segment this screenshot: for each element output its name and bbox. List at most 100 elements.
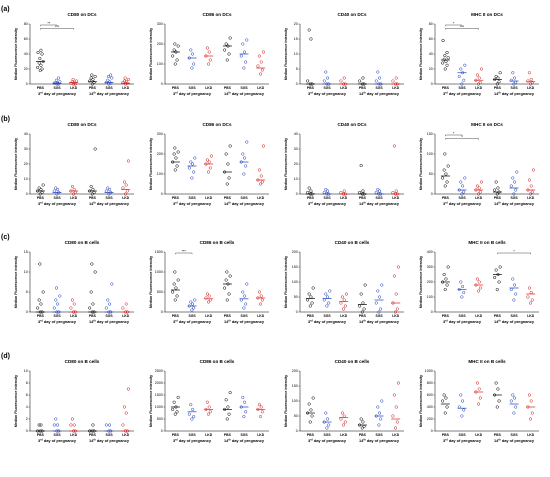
data-point (528, 192, 533, 196)
data-point (442, 393, 446, 397)
data-point (260, 410, 264, 414)
y-tick-label: 40 (24, 52, 28, 56)
data-point (495, 192, 499, 196)
panel: CD86 on B cells Median Fluorescence inten… (149, 240, 269, 324)
y-tick-label: 200 (157, 42, 163, 46)
data-point (245, 282, 249, 286)
data-point (226, 405, 230, 409)
y-axis-label: Median Fluorescence intensity (284, 28, 288, 80)
data-point (378, 411, 382, 415)
data-point (376, 70, 380, 74)
data-point (70, 184, 74, 189)
x-group-label: SGS (375, 196, 383, 200)
data-point (361, 189, 365, 193)
data-point (174, 286, 178, 290)
x-group-label: PBS (307, 86, 315, 90)
day-label: 14th day of pregnancy (359, 91, 400, 97)
data-point (92, 190, 96, 195)
x-group-label: SGS (188, 433, 196, 437)
data-point (124, 411, 128, 415)
panel-title: CD86 on B cells (200, 359, 235, 364)
y-tick-label: 150 (292, 384, 298, 388)
x-group-label: LKD (205, 196, 213, 200)
y-tick-label: 600 (427, 393, 433, 397)
data-point (227, 412, 231, 416)
x-group-label: SGS (240, 433, 248, 437)
data-point (239, 54, 243, 58)
y-tick-label: 40 (429, 52, 433, 56)
data-point (207, 160, 211, 164)
day-label: 3rd day of pregnancy (443, 91, 482, 97)
x-group-label: LKD (257, 86, 265, 90)
data-point (361, 301, 365, 305)
data-point (530, 298, 534, 302)
x-group-label: PBS (37, 314, 45, 318)
data-point (358, 304, 362, 308)
data-point (494, 74, 498, 79)
data-point (241, 152, 245, 156)
data-point (173, 42, 177, 46)
x-group-label: LKD (122, 86, 130, 90)
data-point (104, 423, 108, 427)
x-group-label: SGS (240, 86, 248, 90)
y-tick-label: 10 (24, 369, 28, 373)
data-point (88, 306, 92, 310)
data-point (527, 178, 531, 182)
data-point (228, 144, 232, 148)
data-point (260, 298, 264, 302)
y-tick-label: 2 (26, 417, 28, 421)
data-point (109, 73, 113, 77)
x-group-label: PBS (359, 196, 367, 200)
data-point (38, 56, 42, 61)
data-point (173, 270, 177, 274)
data-point (446, 265, 450, 269)
significance-label: *** (460, 25, 465, 29)
data-point (380, 283, 384, 287)
data-point (311, 396, 315, 400)
y-tick-label: 200 (157, 152, 163, 156)
data-point (225, 58, 229, 62)
data-point (396, 265, 400, 269)
data-point (36, 50, 40, 55)
data-point (498, 71, 502, 75)
x-group-label: PBS (89, 433, 97, 437)
data-point (477, 387, 481, 391)
x-group-label: LKD (340, 86, 348, 90)
x-group-label: SGS (188, 86, 196, 90)
data-point (358, 190, 362, 195)
y-axis-label: Median Fluorescence intensity (284, 256, 288, 308)
data-point (72, 302, 76, 306)
data-point (363, 283, 367, 287)
data-point (496, 387, 500, 391)
y-tick-label: 100 (157, 62, 163, 66)
data-point (311, 286, 315, 290)
data-point (172, 152, 176, 156)
y-tick-label: 0 (161, 429, 163, 433)
day-label: 14th day of pregnancy (89, 438, 130, 444)
data-point (190, 66, 194, 70)
data-point (326, 189, 330, 193)
significance-label: * (461, 135, 463, 139)
day-label: 3rd day of pregnancy (38, 319, 77, 325)
data-point (322, 190, 326, 195)
x-group-label: SGS (458, 86, 466, 90)
panel-title: CD40 on DCs (337, 12, 367, 17)
data-point (74, 79, 78, 83)
x-group-label: PBS (442, 196, 450, 200)
data-point (526, 79, 530, 83)
x-group-label: SGS (323, 196, 331, 200)
x-group-label: LKD (527, 196, 535, 200)
x-group-label: PBS (307, 314, 315, 318)
data-point (460, 82, 464, 86)
data-point (69, 423, 73, 427)
data-point (91, 77, 95, 82)
data-point (189, 300, 193, 304)
data-point (478, 396, 482, 400)
x-group-label: LKD (70, 314, 78, 318)
panel: CD80 on B cells Median Fluorescence inten… (14, 240, 134, 324)
x-group-label: SGS (375, 433, 383, 437)
data-point (192, 415, 196, 419)
data-point (93, 270, 97, 274)
x-group-label: SGS (323, 433, 331, 437)
y-axis-label: Median Fluorescence intensity (284, 138, 288, 190)
